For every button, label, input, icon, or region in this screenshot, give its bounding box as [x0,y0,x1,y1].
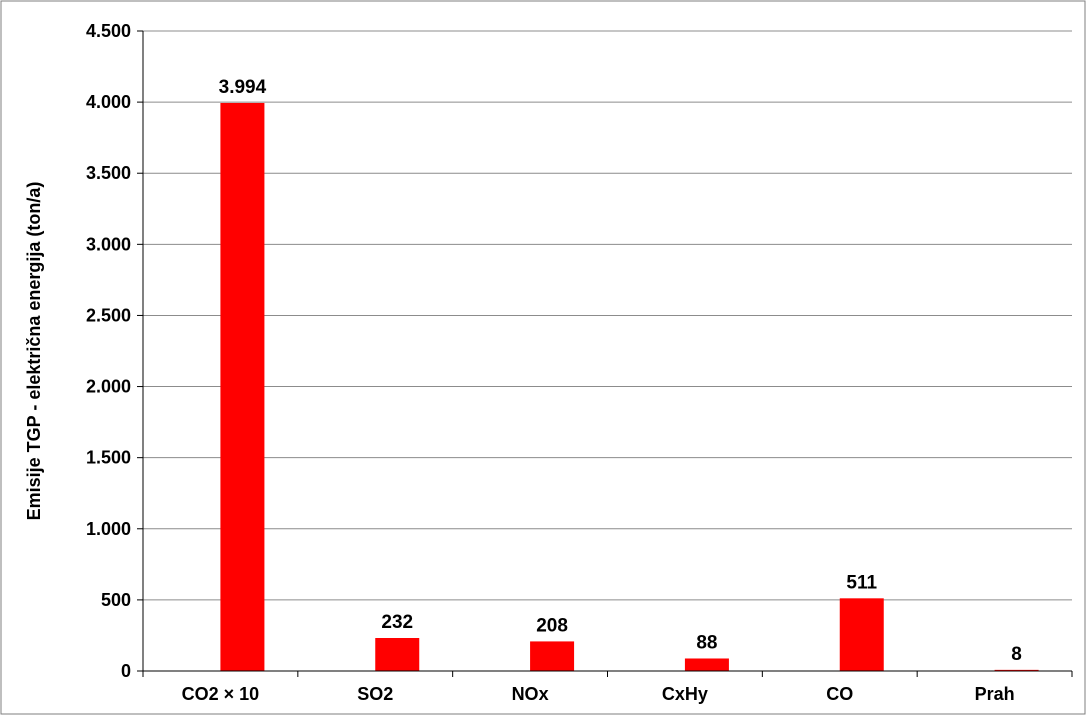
bar [220,102,265,671]
gridlines [143,30,1072,601]
x-tick-label: CxHy [662,684,708,704]
bar [839,598,884,671]
x-tick-label: NOx [512,684,549,704]
data-labels: 3.994 232 208 88 511 8 [219,77,1022,665]
bar [994,669,1039,671]
y-tick-label: 3.500 [86,163,131,183]
bar [375,638,420,671]
data-label: 208 [536,615,568,636]
y-tick-label: 4.000 [86,92,131,112]
bar [684,658,729,671]
y-tick-label: 1.500 [86,448,131,468]
bar [530,641,575,671]
data-label: 232 [381,612,413,633]
y-tick-label: 1.000 [86,519,131,539]
y-tick-label: 2.500 [86,305,131,325]
y-tick-label: 3.000 [86,234,131,254]
bars [220,102,1039,671]
x-tick-label: CO2 × 10 [182,684,260,704]
y-axis-ticks: 0 500 1.000 1.500 2.000 2.500 3.000 3.500 4.000 4… [86,21,143,681]
y-tick-label: 2.000 [86,377,131,397]
data-label: 3.994 [219,77,267,98]
y-tick-label: 0 [121,661,131,681]
x-tick-label: Prah [975,684,1015,704]
y-tick-label: 500 [101,590,131,610]
x-tick-label: SO2 [357,684,393,704]
data-label: 8 [1011,644,1022,665]
x-tick-label: CO [826,684,853,704]
data-label: 511 [846,572,877,593]
data-label: 88 [696,632,717,653]
x-axis-ticks: CO2 × 10 SO2 NOx CxHy CO Prah [142,671,1073,704]
y-tick-label: 4.500 [86,21,131,41]
y-axis-title: Emisije TGP - električna energija (ton/a… [24,182,44,521]
